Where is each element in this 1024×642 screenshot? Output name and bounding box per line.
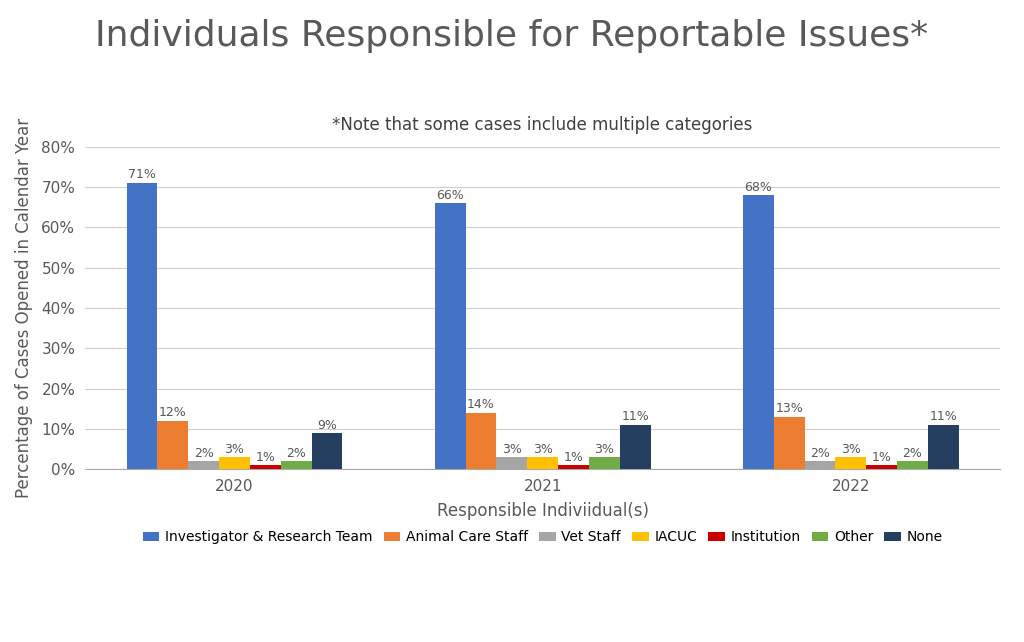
Bar: [743, 195, 774, 469]
Bar: [805, 462, 836, 469]
Text: 68%: 68%: [744, 180, 772, 193]
Bar: [497, 457, 527, 469]
Bar: [311, 433, 342, 469]
Text: 2%: 2%: [810, 447, 829, 460]
Text: 3%: 3%: [532, 443, 553, 456]
Bar: [620, 425, 650, 469]
Bar: [219, 457, 250, 469]
Bar: [158, 421, 188, 469]
Y-axis label: Percentage of Cases Opened in Calendar Year: Percentage of Cases Opened in Calendar Y…: [15, 118, 33, 498]
Bar: [527, 457, 558, 469]
Text: 2%: 2%: [902, 447, 923, 460]
Text: 71%: 71%: [128, 168, 156, 182]
Bar: [897, 462, 928, 469]
Bar: [774, 417, 805, 469]
Text: Individuals Responsible for Reportable Issues*: Individuals Responsible for Reportable I…: [95, 19, 929, 53]
Bar: [250, 465, 281, 469]
Text: 3%: 3%: [594, 443, 614, 456]
Bar: [558, 465, 589, 469]
Text: 66%: 66%: [436, 189, 464, 202]
Bar: [188, 462, 219, 469]
Bar: [589, 457, 620, 469]
Bar: [866, 465, 897, 469]
Text: 11%: 11%: [622, 410, 649, 424]
Legend: Investigator & Research Team, Animal Care Staff, Vet Staff, IACUC, Institution, : Investigator & Research Team, Animal Car…: [137, 525, 948, 550]
Bar: [466, 413, 497, 469]
Bar: [836, 457, 866, 469]
Text: 1%: 1%: [563, 451, 584, 464]
Text: 3%: 3%: [841, 443, 861, 456]
Text: 3%: 3%: [224, 443, 245, 456]
Bar: [127, 183, 158, 469]
Text: 2%: 2%: [194, 447, 214, 460]
Text: 3%: 3%: [502, 443, 522, 456]
Text: 12%: 12%: [159, 406, 186, 419]
Text: 13%: 13%: [775, 403, 803, 415]
Text: 9%: 9%: [317, 419, 337, 431]
X-axis label: Responsible Indiviidual(s): Responsible Indiviidual(s): [436, 503, 648, 521]
Text: 2%: 2%: [286, 447, 306, 460]
Bar: [928, 425, 958, 469]
Bar: [281, 462, 311, 469]
Text: 14%: 14%: [467, 398, 495, 412]
Text: 1%: 1%: [871, 451, 892, 464]
Text: 1%: 1%: [255, 451, 275, 464]
Bar: [435, 203, 466, 469]
Text: 11%: 11%: [930, 410, 957, 424]
Text: *Note that some cases include multiple categories: *Note that some cases include multiple c…: [333, 116, 753, 134]
